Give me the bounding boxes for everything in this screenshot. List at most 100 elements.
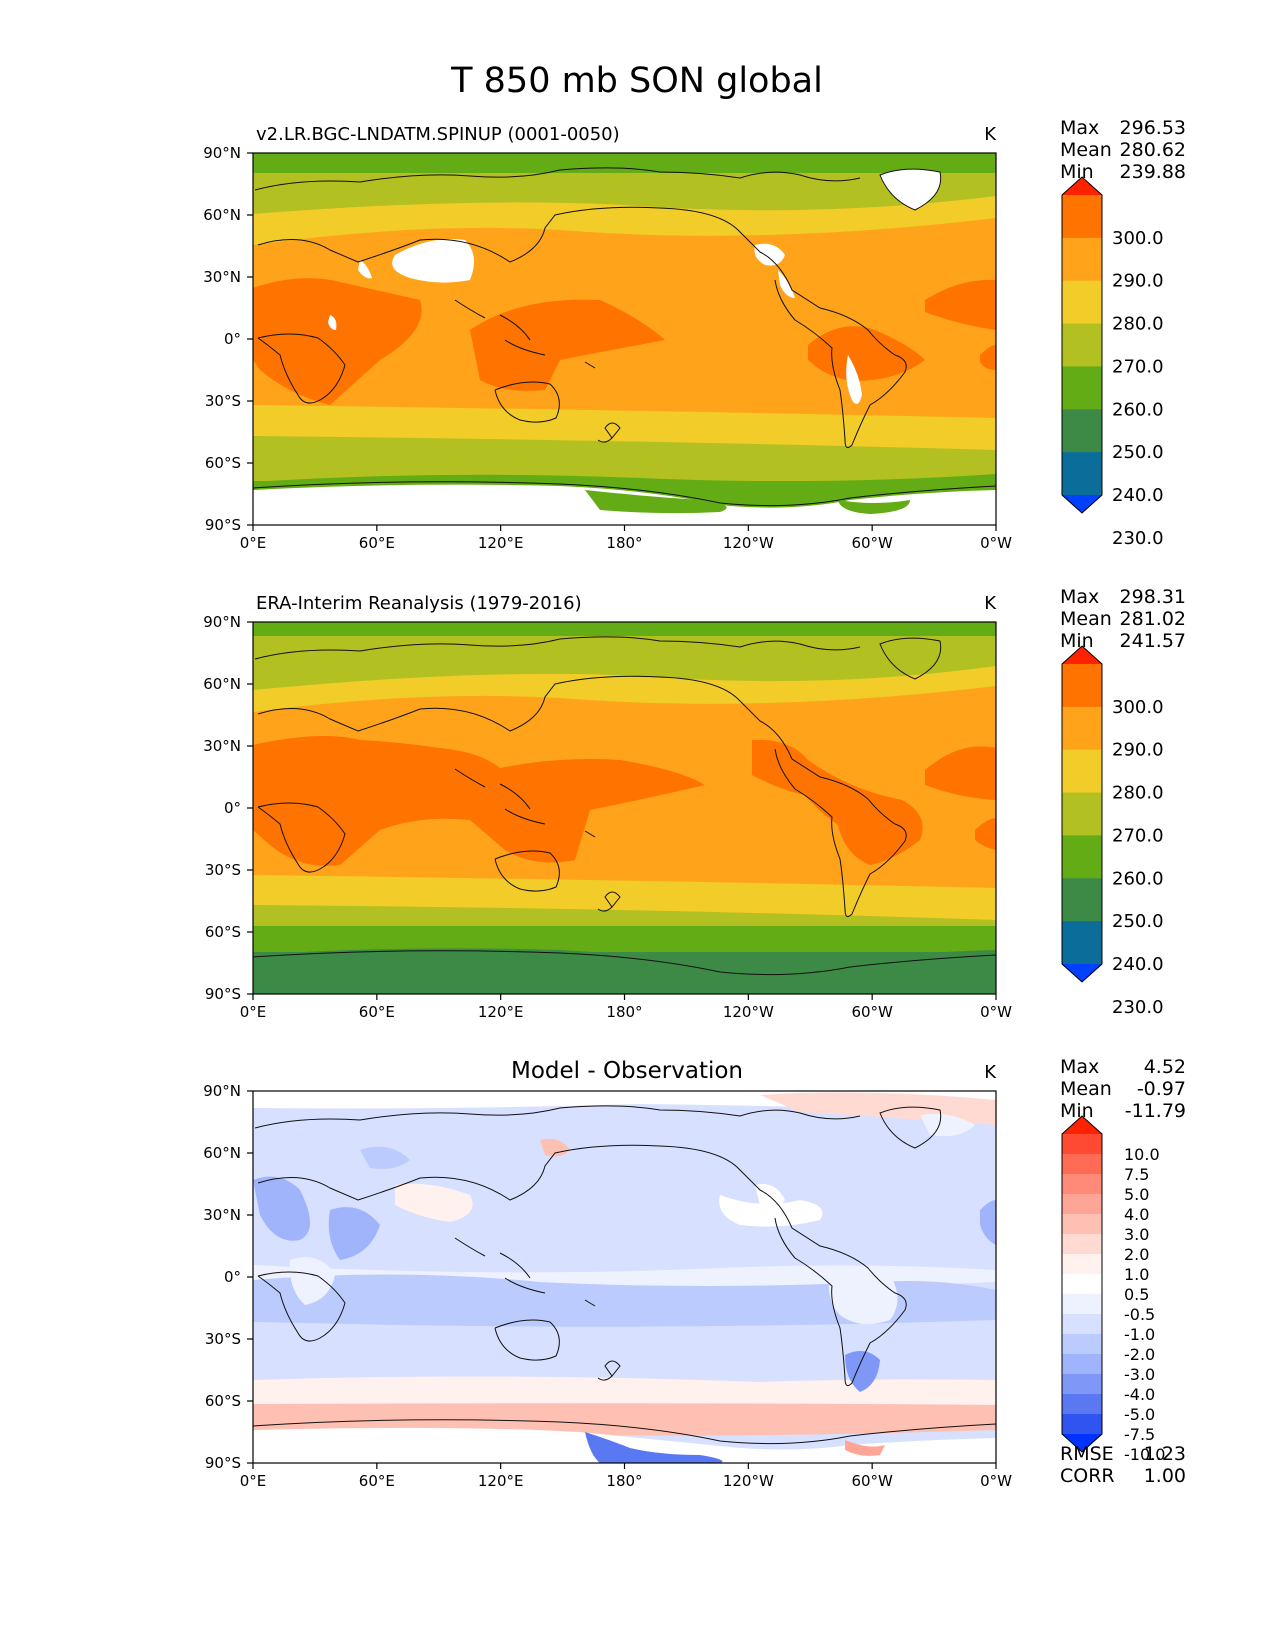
stat-label-min: Min <box>1060 1100 1094 1122</box>
colorbar-obs: 300.0 290.0 280.0 270.0 260.0 250.0 240.0 230.0 <box>1061 645 1164 1018</box>
colorbar-swatch <box>1062 1214 1102 1235</box>
colorbar-swatch <box>1062 921 1102 965</box>
y-tick-label: 90°S <box>205 516 241 534</box>
colorbar-swatch <box>1062 835 1102 879</box>
colorbar-tick-label: 1.0 <box>1124 1265 1149 1284</box>
colorbar-swatch <box>1062 237 1102 282</box>
map-field-diff <box>253 1091 996 1463</box>
x-tick-label: 0°W <box>980 1472 1012 1490</box>
colorbar-tick-label: -0.5 <box>1124 1305 1155 1324</box>
x-tick-label: 0°W <box>980 1003 1012 1021</box>
corr-label: CORR <box>1060 1465 1115 1487</box>
colorbar-swatch <box>1062 452 1102 496</box>
colorbar-swatch <box>1062 1134 1102 1155</box>
colorbar-swatch <box>1062 792 1102 836</box>
colorbar-diff: 10.07.55.04.03.02.01.00.5-0.5-1.0-2.0-3.… <box>1061 1115 1165 1464</box>
colorbar-tick-label: 280.0 <box>1112 783 1164 804</box>
stat-label-mean: Mean <box>1060 1078 1112 1100</box>
colorbar-swatch <box>1062 409 1102 453</box>
y-tick-labels: 90°N 60°N 30°N 0° 30°S 60°S 90°S <box>203 144 253 534</box>
y-tick-label: 90°N <box>203 1082 241 1100</box>
x-tick-label: 180° <box>606 534 642 552</box>
x-tick-label: 60°W <box>851 1472 893 1490</box>
colorbar-swatch <box>1062 1334 1102 1355</box>
colorbar-tick-label: 250.0 <box>1112 911 1164 932</box>
x-tick-label: 120°W <box>723 1003 774 1021</box>
y-tick-label: 60°S <box>205 1392 241 1410</box>
colorbar-tick-label: 230.0 <box>1112 997 1164 1018</box>
stat-value-max: 4.52 <box>1144 1056 1186 1078</box>
stat-label-mean: Mean <box>1060 608 1112 630</box>
y-tick-label: 90°S <box>205 985 241 1003</box>
y-tick-label: 0° <box>224 799 241 817</box>
x-tick-label: 0°E <box>240 1003 267 1021</box>
colorbar-swatch <box>1062 1294 1102 1315</box>
colorbar-tick-label: 270.0 <box>1112 825 1164 846</box>
y-tick-label: 30°N <box>203 737 241 755</box>
colorbar-tick-label: 260.0 <box>1112 868 1164 889</box>
colorbar-swatch <box>1062 1354 1102 1375</box>
stats-block: Max 296.53 Mean 280.62 Min 239.88 <box>1060 117 1186 183</box>
colorbar-tick-label: -10.0 <box>1124 1445 1165 1464</box>
colorbar-swatch <box>1062 1274 1102 1295</box>
colorbar-tick-label: -2.0 <box>1124 1345 1155 1364</box>
stat-value-max: 296.53 <box>1120 117 1186 139</box>
colorbar-tick-label: -4.0 <box>1124 1385 1155 1404</box>
map-field-obs <box>253 622 996 994</box>
x-tick-labels: 0°E 60°E 120°E 180° 120°W 60°W 0°W <box>240 1463 1012 1490</box>
y-tick-label: 0° <box>224 330 241 348</box>
colorbar-extend-max <box>1062 177 1102 195</box>
coastlines-model <box>253 167 996 507</box>
figure-title: T 850 mb SON global <box>450 61 823 101</box>
colorbar-extend-max <box>1062 1116 1102 1134</box>
colorbar-tick-label: -1.0 <box>1124 1325 1155 1344</box>
panel-diff: Model - Observation K 0°E 60°E 120°E 180° 12… <box>203 1056 1186 1490</box>
colorbar-tick-label: 300.0 <box>1112 697 1164 718</box>
colorbar-swatch <box>1062 1414 1102 1435</box>
colorbar-swatch <box>1062 1314 1102 1335</box>
stat-label-max: Max <box>1060 586 1099 608</box>
y-tick-label: 60°S <box>205 923 241 941</box>
panel-units: K <box>984 593 997 614</box>
colorbar-tick-label: 250.0 <box>1112 442 1164 463</box>
stats-block: Max 4.52 Mean -0.97 Min -11.79 <box>1060 1056 1186 1122</box>
panel-left-title: v2.LR.BGC-LNDATM.SPINUP (0001-0050) <box>256 124 620 145</box>
x-tick-label: 120°E <box>478 534 524 552</box>
y-tick-label: 30°N <box>203 268 241 286</box>
x-tick-label: 120°W <box>723 1472 774 1490</box>
colorbar-swatch <box>1062 1234 1102 1255</box>
colorbar-swatch <box>1062 878 1102 922</box>
y-tick-label: 60°N <box>203 675 241 693</box>
stat-label-max: Max <box>1060 117 1099 139</box>
map-field-model <box>253 153 996 525</box>
colorbar-swatch <box>1062 664 1102 708</box>
x-tick-label: 120°E <box>478 1472 524 1490</box>
x-tick-label: 60°W <box>851 1003 893 1021</box>
rmse-value: 1.23 <box>1144 1443 1186 1465</box>
colorbar-tick-label: 290.0 <box>1112 271 1164 292</box>
y-tick-label: 90°N <box>203 144 241 162</box>
y-tick-label: 60°N <box>203 1144 241 1162</box>
x-tick-label: 60°E <box>359 534 395 552</box>
stat-label-min: Min <box>1060 161 1094 183</box>
colorbar-tick-label: -5.0 <box>1124 1405 1155 1424</box>
panel-obs: ERA-Interim Reanalysis (1979-2016) K 0°E… <box>203 586 1186 1021</box>
y-tick-labels: 90°N 60°N 30°N 0° 30°S 60°S 90°S <box>203 613 253 1003</box>
colorbar-tick-label: -7.5 <box>1124 1425 1155 1444</box>
stat-value-min: 239.88 <box>1120 161 1186 183</box>
stat-value-max: 298.31 <box>1120 586 1186 608</box>
colorbar-swatch <box>1062 195 1102 239</box>
y-tick-label: 30°S <box>205 392 241 410</box>
y-tick-label: 0° <box>224 1268 241 1286</box>
panel-units: K <box>984 124 997 145</box>
colorbar-tick-label: 5.0 <box>1124 1185 1149 1204</box>
colorbar-model: 300.0 290.0 280.0 270.0 260.0 250.0 240.0 230.0 <box>1061 176 1164 549</box>
y-tick-label: 30°S <box>205 861 241 879</box>
rmse-label: RMSE <box>1060 1443 1114 1465</box>
x-tick-label: 0°E <box>240 534 267 552</box>
colorbar-tick-label: 230.0 <box>1112 528 1164 549</box>
stat-value-min: -11.79 <box>1125 1100 1186 1122</box>
colorbar-tick-label: 240.0 <box>1112 485 1164 506</box>
x-tick-label: 0°E <box>240 1472 267 1490</box>
